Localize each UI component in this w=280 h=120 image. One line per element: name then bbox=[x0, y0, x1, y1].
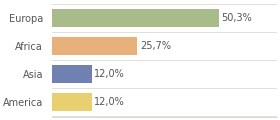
Bar bbox=[52, 65, 92, 83]
Text: 12,0%: 12,0% bbox=[94, 97, 125, 107]
Bar bbox=[52, 9, 219, 27]
Text: 12,0%: 12,0% bbox=[94, 69, 125, 79]
Bar bbox=[52, 93, 92, 111]
Text: 25,7%: 25,7% bbox=[140, 41, 171, 51]
Text: 50,3%: 50,3% bbox=[221, 13, 252, 23]
Bar bbox=[52, 37, 137, 55]
